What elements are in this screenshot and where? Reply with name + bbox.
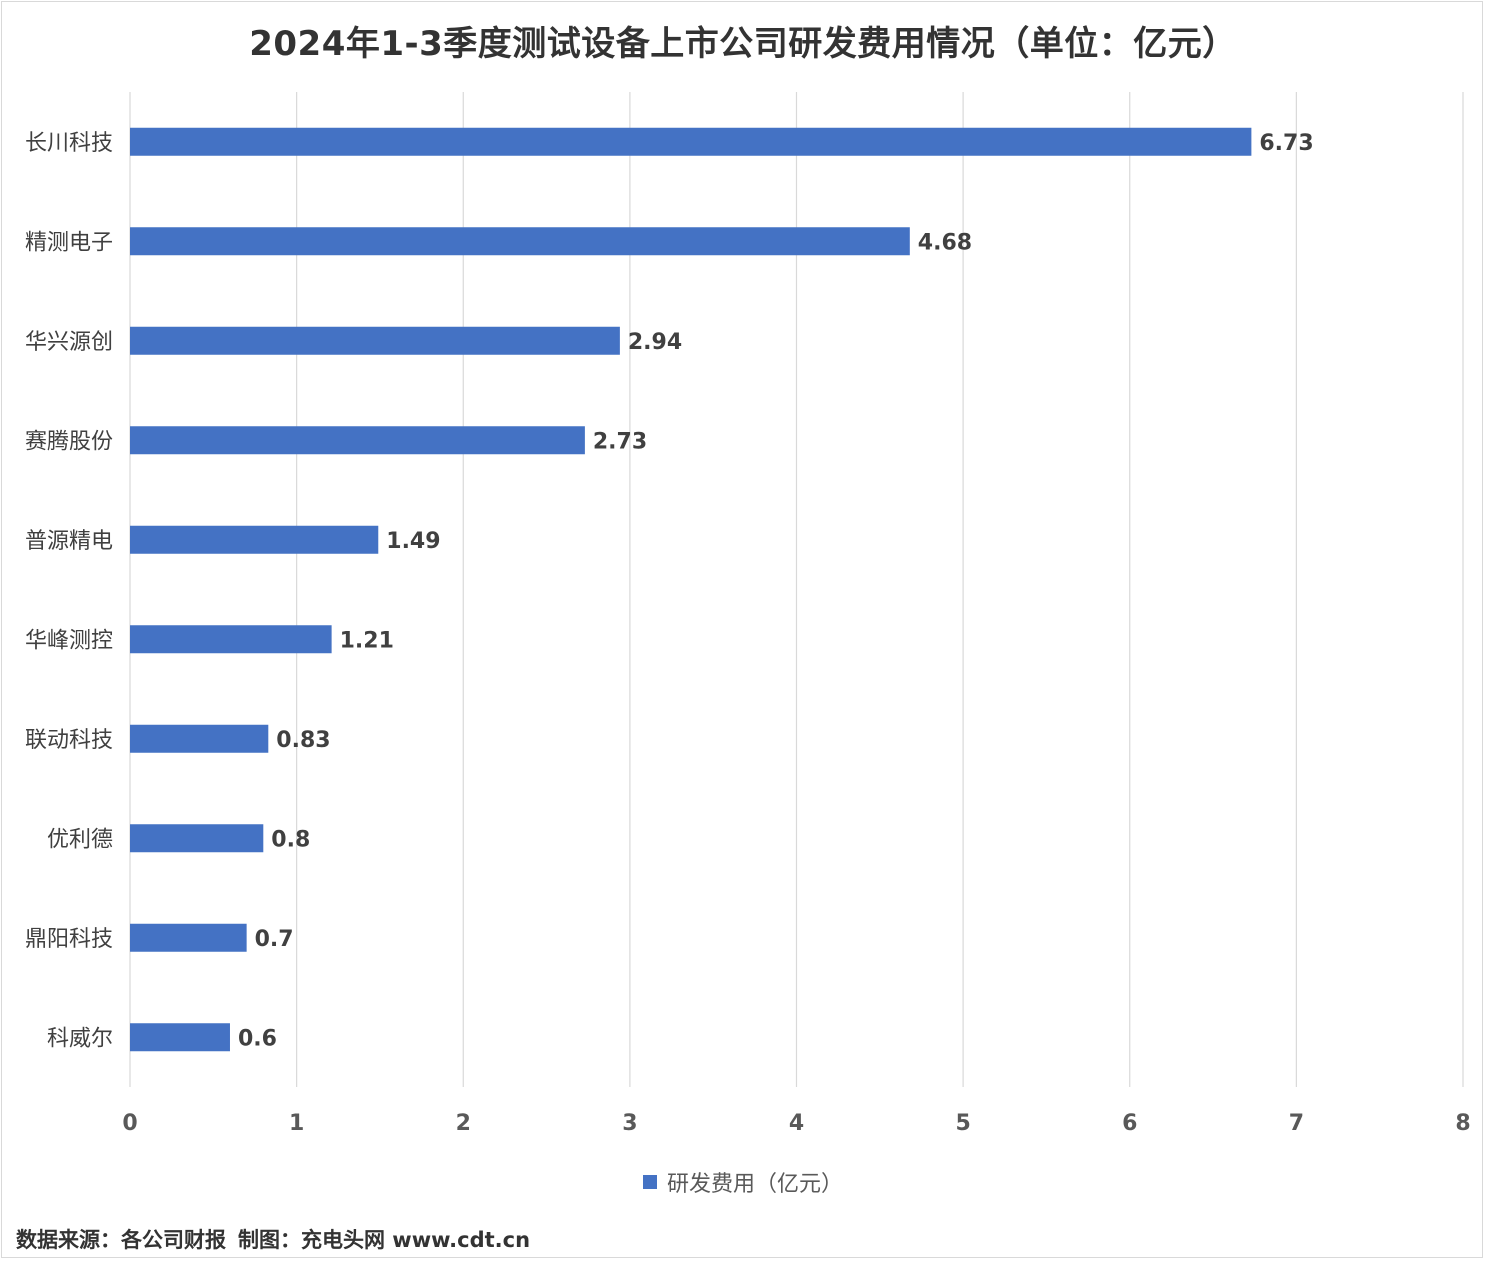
category-label: 鼎阳科技 [25,927,113,952]
data-label: 0.6 [238,1026,277,1051]
made-by-text: 制图：充电头网 www.cdt.cn [238,1228,531,1252]
data-label: 1.49 [386,529,440,554]
data-label: 2.73 [593,429,647,454]
legend-label: 研发费用（亿元） [666,1172,843,1197]
bar [130,724,269,753]
bar [130,923,247,952]
data-label: 0.83 [276,728,330,753]
x-tick-label: 6 [1122,1111,1137,1136]
legend-swatch [642,1175,657,1189]
x-tick-label: 1 [289,1111,304,1136]
data-label: 0.8 [271,827,310,852]
bar [130,227,910,256]
category-label: 长川科技 [25,131,113,156]
bar [130,525,379,554]
x-tick-label: 8 [1455,1111,1470,1136]
category-label: 联动科技 [25,728,113,753]
data-source-text: 数据来源：各公司财报 [16,1228,226,1252]
bar [130,426,585,455]
bar [130,127,1252,156]
chart-title: 2024年1-3季度测试设备上市公司研发费用情况（单位：亿元） [249,24,1237,64]
x-tick-label: 2 [456,1111,471,1136]
bar-chart: 0 1 2 3 4 5 6 7 8 长川科技 6.73 精测电子 4.68 华兴源创 2.94 赛腾股份 2.7… [25,92,1471,1136]
x-tick-label: 7 [1289,1111,1304,1136]
category-label: 精测电子 [25,230,113,255]
data-label: 2.94 [628,330,682,355]
data-label: 6.73 [1259,131,1313,156]
category-label: 华兴源创 [25,330,113,355]
source-note: 数据来源：各公司财报 制图：充电头网 www.cdt.cn [16,1224,530,1254]
x-tick-label: 5 [955,1111,970,1136]
bar [130,824,264,853]
data-label: 4.68 [918,230,972,255]
category-label: 华峰测控 [25,628,113,653]
x-tick-label: 4 [789,1111,804,1136]
data-label: 1.21 [340,628,394,653]
bar [130,625,332,654]
data-label: 0.7 [255,927,294,952]
category-label: 优利德 [47,827,113,852]
bar [130,1023,230,1052]
bar [130,326,620,355]
x-tick-label: 3 [622,1111,637,1136]
x-tick-label: 0 [122,1111,137,1136]
legend: 研发费用（亿元） [0,1166,1486,1198]
category-label: 科威尔 [47,1026,113,1051]
category-label: 赛腾股份 [25,429,113,454]
category-label: 普源精电 [25,529,113,554]
